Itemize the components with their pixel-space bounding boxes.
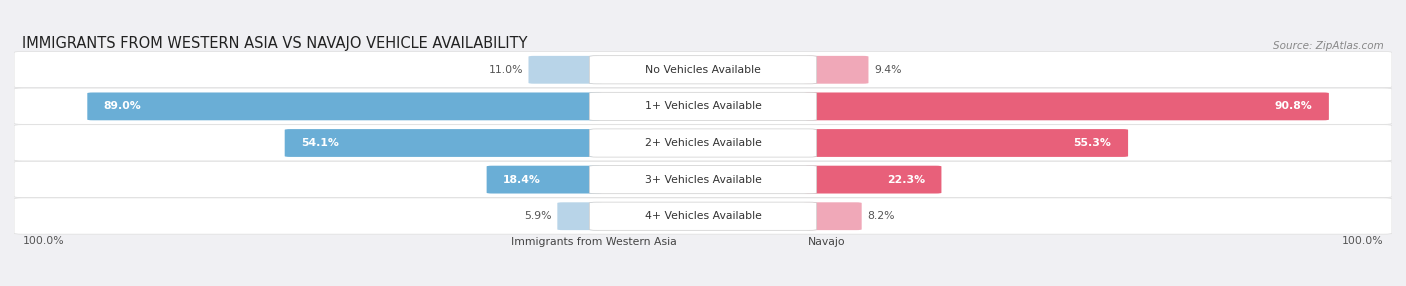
Text: 54.1%: 54.1% (301, 138, 339, 148)
FancyBboxPatch shape (479, 236, 508, 248)
Text: 5.9%: 5.9% (524, 211, 551, 221)
FancyBboxPatch shape (804, 56, 869, 84)
FancyBboxPatch shape (776, 236, 804, 248)
FancyBboxPatch shape (529, 56, 602, 84)
FancyBboxPatch shape (14, 51, 1392, 88)
Text: IMMIGRANTS FROM WESTERN ASIA VS NAVAJO VEHICLE AVAILABILITY: IMMIGRANTS FROM WESTERN ASIA VS NAVAJO V… (22, 37, 527, 51)
Text: 2+ Vehicles Available: 2+ Vehicles Available (644, 138, 762, 148)
FancyBboxPatch shape (14, 125, 1392, 161)
FancyBboxPatch shape (14, 88, 1392, 124)
Text: 4+ Vehicles Available: 4+ Vehicles Available (644, 211, 762, 221)
Text: 89.0%: 89.0% (104, 102, 142, 111)
Text: Immigrants from Western Asia: Immigrants from Western Asia (512, 237, 678, 247)
Text: Source: ZipAtlas.com: Source: ZipAtlas.com (1272, 41, 1384, 51)
Text: 90.8%: 90.8% (1275, 102, 1312, 111)
Text: 100.0%: 100.0% (22, 236, 63, 246)
FancyBboxPatch shape (589, 56, 817, 84)
FancyBboxPatch shape (284, 129, 602, 157)
FancyBboxPatch shape (14, 161, 1392, 198)
Text: 55.3%: 55.3% (1074, 138, 1112, 148)
Text: 100.0%: 100.0% (1343, 236, 1384, 246)
FancyBboxPatch shape (589, 92, 817, 120)
FancyBboxPatch shape (87, 92, 602, 120)
Text: 9.4%: 9.4% (875, 65, 901, 75)
FancyBboxPatch shape (589, 202, 817, 230)
Text: Navajo: Navajo (807, 237, 845, 247)
Text: 11.0%: 11.0% (488, 65, 523, 75)
Text: 3+ Vehicles Available: 3+ Vehicles Available (644, 175, 762, 184)
Text: 8.2%: 8.2% (868, 211, 894, 221)
Text: 1+ Vehicles Available: 1+ Vehicles Available (644, 102, 762, 111)
Text: 18.4%: 18.4% (503, 175, 541, 184)
FancyBboxPatch shape (14, 198, 1392, 234)
FancyBboxPatch shape (486, 166, 602, 194)
FancyBboxPatch shape (589, 166, 817, 194)
Text: 22.3%: 22.3% (887, 175, 925, 184)
FancyBboxPatch shape (804, 202, 862, 230)
FancyBboxPatch shape (589, 129, 817, 157)
FancyBboxPatch shape (804, 92, 1329, 120)
Text: No Vehicles Available: No Vehicles Available (645, 65, 761, 75)
FancyBboxPatch shape (557, 202, 602, 230)
FancyBboxPatch shape (804, 129, 1128, 157)
FancyBboxPatch shape (804, 166, 942, 194)
